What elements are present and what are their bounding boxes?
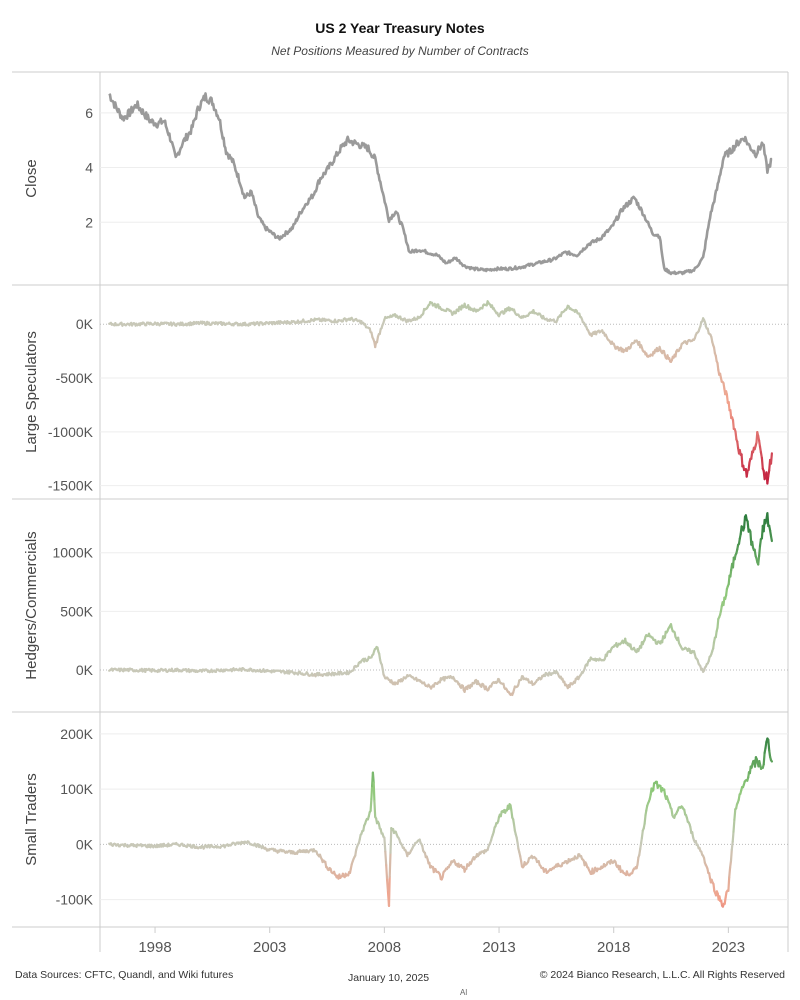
series-segment [757, 554, 761, 566]
y-axis-title: Small Traders [23, 773, 40, 866]
report-date: January 10, 2025 [348, 972, 430, 984]
series-segment [370, 784, 374, 801]
x-tick-label: 2003 [253, 939, 286, 956]
series-segment [371, 771, 375, 784]
y-tick-label: 200K [60, 726, 93, 742]
chart-title: US 2 Year Treasury Notes [315, 20, 485, 36]
footer-mark: Al [460, 988, 468, 997]
x-tick-label: 2023 [712, 939, 745, 956]
series-segment [729, 848, 733, 862]
series-segment [728, 859, 733, 869]
series-segment [725, 393, 729, 404]
y-tick-label: -1000K [48, 424, 94, 440]
y-tick-label: 1000K [53, 545, 94, 561]
series-segment [731, 419, 735, 430]
series-segment [388, 851, 392, 878]
y-tick-label: -100K [56, 892, 94, 908]
y-tick-label: 2 [85, 214, 93, 230]
x-tick-label: 2008 [368, 939, 401, 956]
series-segment [757, 544, 762, 558]
y-tick-label: 0K [76, 316, 94, 332]
series-segment [383, 836, 387, 853]
y-tick-label: 0K [76, 836, 94, 852]
series-segment [762, 751, 766, 766]
series-segment [742, 515, 747, 529]
series-segment [727, 876, 731, 892]
y-tick-label: 500K [60, 603, 93, 619]
series-segment [716, 362, 720, 371]
series-segment [387, 875, 391, 908]
series-segment [389, 826, 393, 854]
y-axis-title: Large Speculators [23, 331, 40, 453]
series-segment [510, 809, 514, 819]
series-segment [384, 850, 388, 867]
series-segment [760, 456, 764, 470]
series-segment [758, 538, 763, 548]
y-tick-label: 0K [76, 662, 94, 678]
series-segment [733, 808, 737, 821]
series-segment [385, 863, 389, 882]
series-segment [729, 409, 733, 420]
y-tick-label: -500K [56, 370, 94, 386]
series-segment [731, 830, 735, 843]
y-tick-label: 100K [60, 781, 93, 797]
series-segment [767, 738, 771, 752]
series-segment [643, 814, 647, 825]
series-segment [716, 617, 720, 629]
series-segment [734, 430, 738, 441]
y-tick-label: 6 [85, 105, 93, 121]
series-segment [636, 856, 640, 866]
x-tick-label: 1998 [138, 939, 171, 956]
series-segment [732, 818, 736, 833]
y-axis-title: Hedgers/Commercials [23, 531, 40, 679]
series-segment [727, 574, 731, 586]
series-segment [766, 512, 770, 528]
series-segment [386, 878, 390, 894]
x-tick-label: 2013 [482, 939, 515, 956]
copyright-note: © 2024 Bianco Research, L.L.C. All Right… [539, 969, 785, 981]
y-tick-label: 4 [85, 160, 93, 176]
data-sources-note: Data Sources: CFTC, Quandl, and Wiki fut… [15, 969, 234, 981]
y-tick-label: -1500K [48, 478, 94, 494]
y-axis-title: Close [23, 159, 40, 197]
series-segment [769, 758, 774, 763]
series-segment [766, 474, 770, 485]
series-segment [727, 401, 731, 412]
series-segment [652, 782, 656, 792]
series-segment [747, 461, 751, 471]
series-segment [640, 829, 644, 840]
series-segment [373, 799, 377, 819]
series-segment [728, 866, 732, 879]
series-segment [712, 882, 716, 893]
series-segment [730, 840, 734, 851]
series-segment [729, 568, 733, 578]
series-segment [740, 453, 744, 468]
series-segment [369, 797, 373, 813]
series-segment [769, 534, 774, 543]
close-series-line [108, 92, 773, 276]
chart-subtitle: Net Positions Measured by Number of Cont… [271, 44, 529, 58]
series-segment [769, 452, 774, 465]
series-segment [372, 781, 376, 803]
x-tick-label: 2018 [597, 939, 630, 956]
